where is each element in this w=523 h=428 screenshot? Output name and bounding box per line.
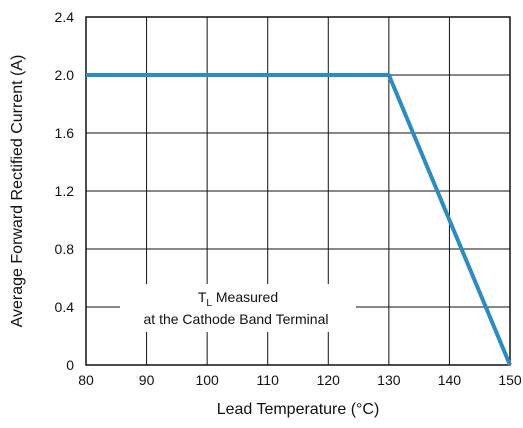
annotation: TL Measured at the Cathode Band Terminal: [120, 284, 356, 332]
x-tick-label: 120: [317, 372, 341, 388]
y-tick-label: 2.0: [55, 67, 75, 83]
x-tick-label: 150: [498, 372, 522, 388]
x-tick-label: 130: [377, 372, 401, 388]
series-layer: [86, 73, 512, 366]
x-tick-label: 90: [139, 372, 155, 388]
x-tick-label: 140: [438, 372, 462, 388]
x-tick-labels: 80 90 100 110 120 130 140 150: [78, 372, 522, 388]
y-tick-label: 0.8: [55, 241, 75, 257]
annotation-line1: TL Measured: [198, 289, 278, 309]
x-tick-label: 80: [78, 372, 94, 388]
y-tick-label: 0.4: [55, 299, 75, 315]
y-tick-label: 2.4: [55, 9, 75, 25]
y-axis-title: Average Forward Rectified Current (A): [9, 55, 26, 328]
series-line-0: [86, 73, 512, 366]
annotation-tl-sub: L: [206, 298, 212, 309]
annotation-line2: at the Cathode Band Terminal: [144, 311, 329, 327]
x-tick-label: 110: [257, 372, 280, 388]
y-tick-label: 1.2: [55, 183, 75, 199]
x-tick-label: 100: [195, 372, 219, 388]
annotation-tl-rest: Measured: [212, 289, 278, 305]
annotation-background: [120, 284, 356, 332]
plot-frame: [85, 16, 511, 366]
annotation-tl-main: T: [198, 289, 207, 305]
y-tick-label: 1.6: [55, 125, 75, 141]
y-tick-labels: 0 0.4 0.8 1.2 1.6 2.0 2.4: [55, 9, 75, 373]
x-axis-title: Lead Temperature (°C): [217, 401, 380, 418]
y-tick-label: 0: [66, 357, 74, 373]
